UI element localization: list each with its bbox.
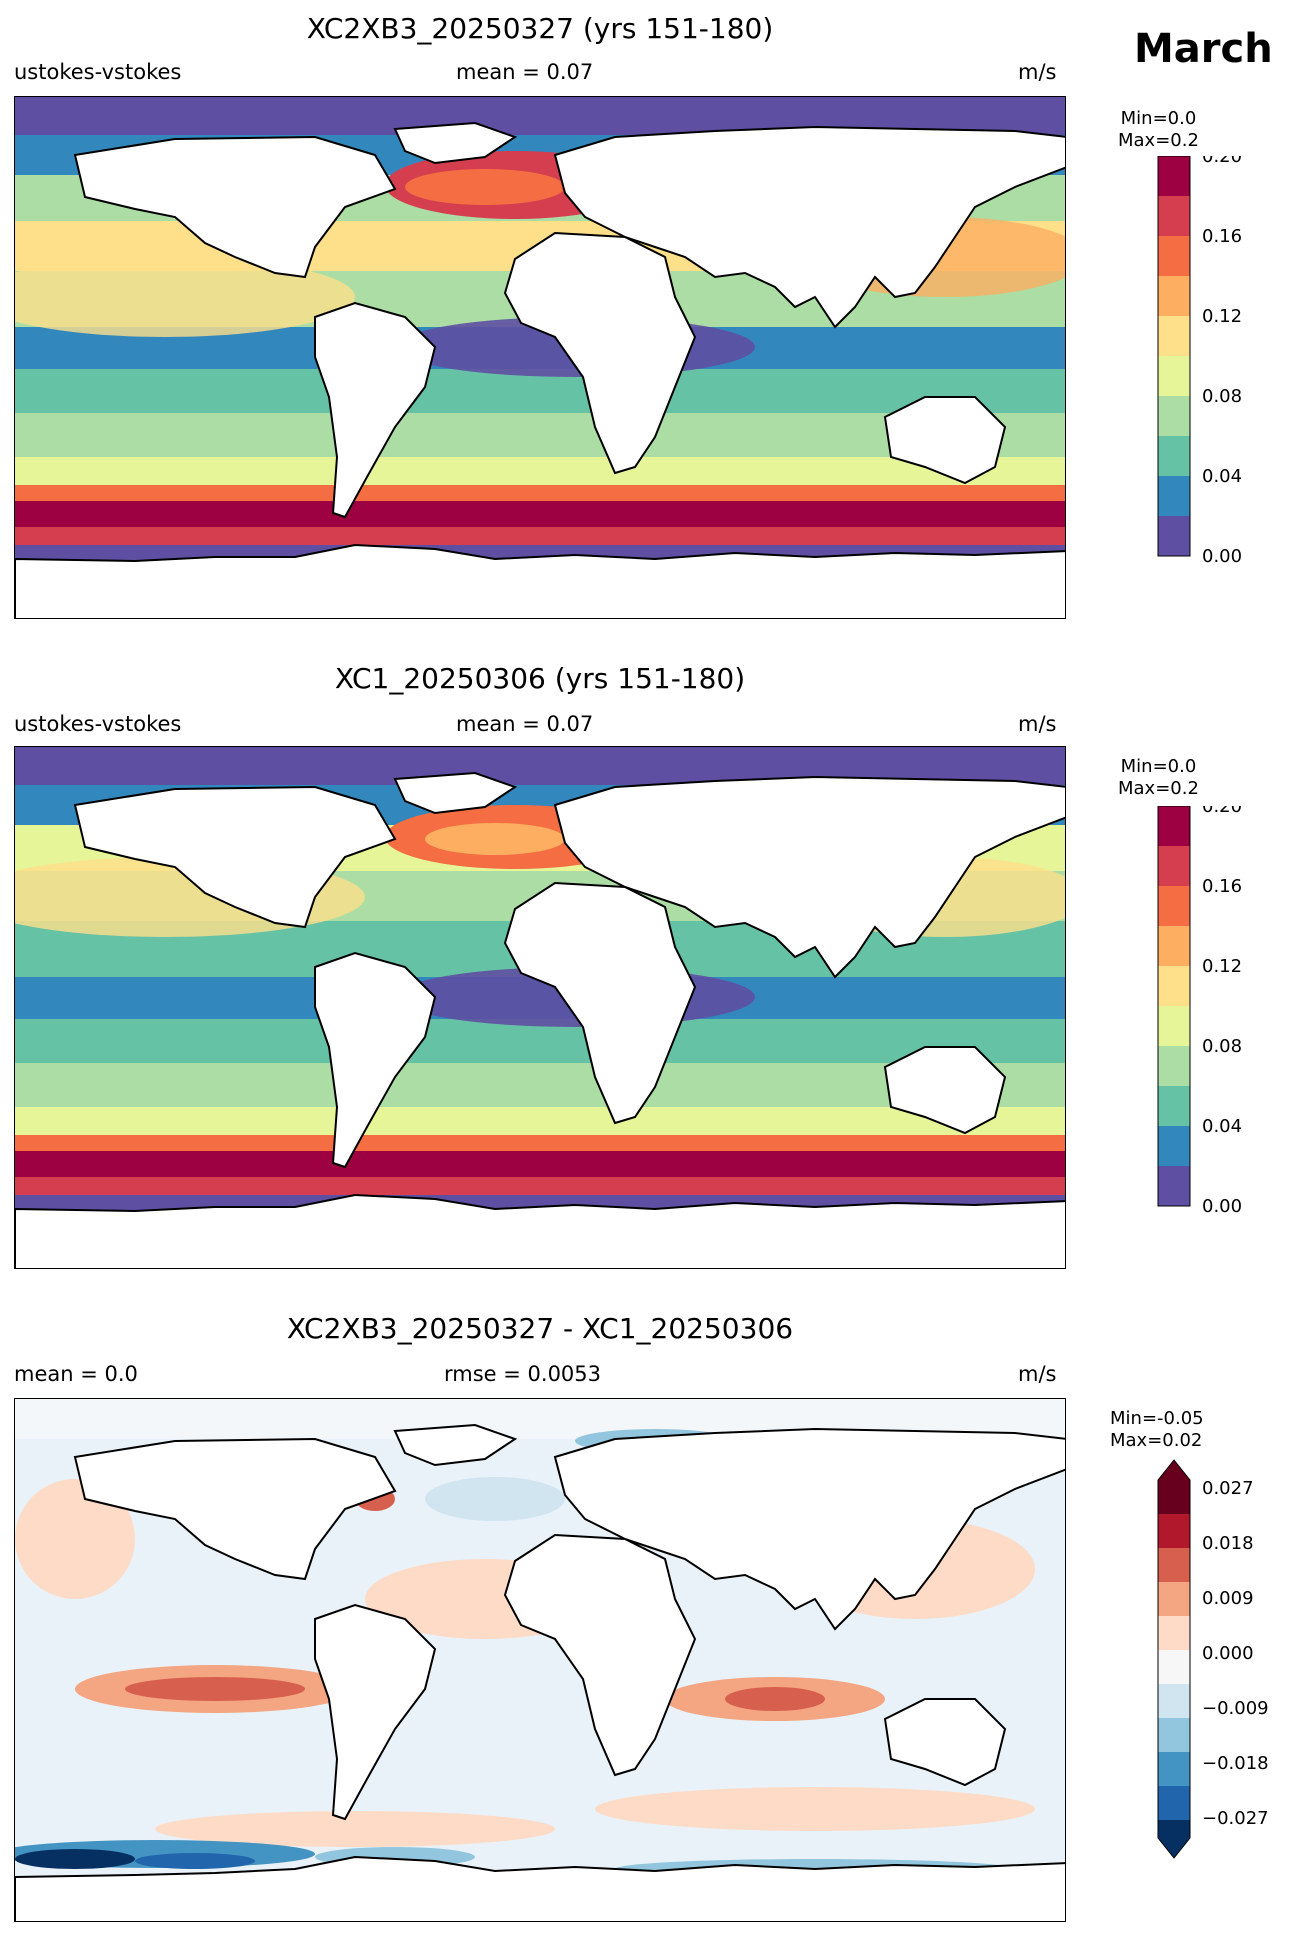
- panel1-tick: 0.00: [1202, 546, 1242, 566]
- panel2-variable: ustokes-vstokes: [14, 712, 182, 736]
- panel1-map: [14, 96, 1066, 619]
- panel2-tick: 0.00: [1202, 1196, 1242, 1216]
- panel1-tick: 0.04: [1202, 466, 1242, 487]
- panel3-tick: 0.000: [1202, 1643, 1254, 1664]
- panel1-mean: mean = 0.07: [456, 60, 594, 84]
- panel3-minmax: Min=-0.05 Max=0.02: [1110, 1408, 1204, 1451]
- panel1-tick: 0.16: [1202, 226, 1242, 247]
- panel3-tick: −0.018: [1202, 1753, 1269, 1774]
- panel3-colorbar-bands: [1157, 1459, 1191, 1859]
- panel3-tick: 0.027: [1202, 1478, 1254, 1499]
- panel2-title: XC1_20250306 (yrs 151-180): [334, 662, 746, 695]
- panel3-tick: 0.018: [1202, 1533, 1254, 1554]
- panel2-tick: 0.04: [1202, 1116, 1242, 1137]
- panel2-tick: 0.20: [1202, 806, 1242, 817]
- panel3-rmse: rmse = 0.0053: [444, 1362, 602, 1386]
- panel1-title: XC2XB3_20250327 (yrs 151-180): [306, 12, 774, 45]
- panel2-tick: 0.12: [1202, 956, 1242, 977]
- month-label: March: [1134, 26, 1273, 72]
- panel1-variable: ustokes-vstokes: [14, 60, 182, 84]
- panel3-tick: 0.009: [1202, 1588, 1254, 1609]
- panel3-title: XC2XB3_20250327 - XC1_20250306: [286, 1312, 794, 1345]
- panel2-tick: 0.16: [1202, 876, 1242, 897]
- panel1-colorbar: 0.20 0.16 0.12 0.08 0.04 0.00: [1157, 156, 1242, 566]
- panel2-mean: mean = 0.07: [456, 712, 594, 736]
- panel2-minmax: Min=0.0 Max=0.2: [1118, 756, 1199, 799]
- panel3-tick: −0.027: [1202, 1808, 1269, 1829]
- panel3-colorbar: 0.027 0.018 0.009 0.000 −0.009 −0.018 −0…: [1157, 1459, 1269, 1859]
- panel3-map: [14, 1398, 1066, 1922]
- panel1-tick: 0.20: [1202, 156, 1242, 167]
- panel2-map: [14, 746, 1066, 1269]
- panel2-units: m/s: [1018, 712, 1057, 736]
- panel1-tick: 0.08: [1202, 386, 1242, 407]
- panel3-tick: −0.009: [1202, 1698, 1269, 1719]
- panel2-tick: 0.08: [1202, 1036, 1242, 1057]
- panel1-minmax: Min=0.0 Max=0.2: [1118, 108, 1199, 151]
- panel2-colorbar: 0.20 0.16 0.12 0.08 0.04 0.00: [1157, 806, 1242, 1216]
- panel3-units: m/s: [1018, 1362, 1057, 1386]
- panel1-units: m/s: [1018, 60, 1057, 84]
- panel1-colorbar-bands: [1157, 156, 1191, 557]
- panel2-colorbar-bands: [1157, 806, 1191, 1207]
- panel1-tick: 0.12: [1202, 306, 1242, 327]
- panel3-mean: mean = 0.0: [14, 1362, 138, 1386]
